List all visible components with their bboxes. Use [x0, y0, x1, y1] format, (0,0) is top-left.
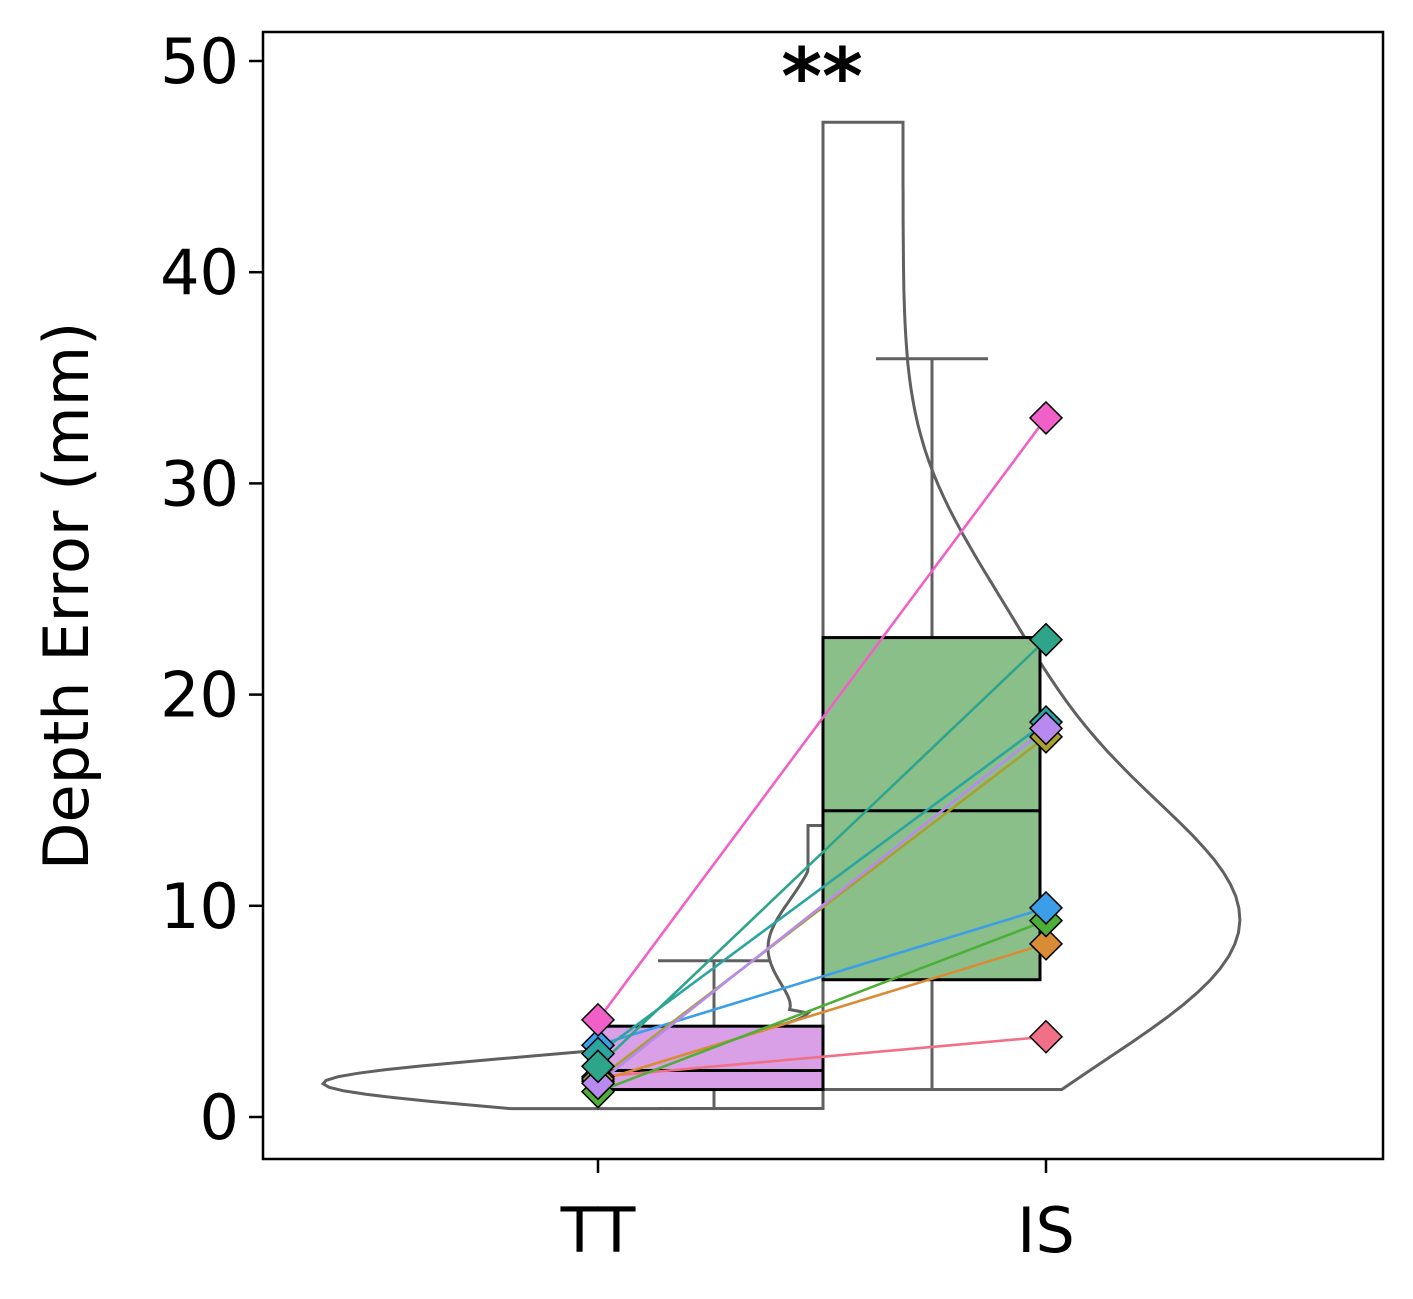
y-axis: 0 10 20 30 40 50 [160, 25, 263, 1154]
point-tt-7 [580, 1049, 616, 1084]
x-tick-label-is: IS [1017, 1194, 1075, 1267]
paired-points [580, 400, 1064, 1109]
y-axis-label: Depth Error (mm) [30, 322, 103, 871]
pair-line-7 [597, 638, 1047, 1068]
is-box [821, 636, 1042, 982]
point-is-8 [1028, 400, 1064, 435]
y-tick-label-0: 0 [200, 1081, 239, 1154]
pair-line-1 [597, 942, 1047, 1083]
pair-line-8 [596, 417, 1048, 1021]
violin-is [821, 120, 1242, 1092]
violin-layer [320, 120, 1242, 1111]
pair-line-6 [597, 727, 1047, 1085]
plot-frame [261, 30, 1385, 1161]
pair-line-5 [597, 721, 1047, 1055]
point-is-6 [1028, 711, 1064, 746]
y-tick-label-4: 40 [160, 236, 239, 309]
x-tick-label-tt: TT [560, 1194, 637, 1267]
box-tt [596, 959, 825, 1111]
y-tick-label-1: 10 [160, 870, 239, 943]
point-tt-8 [580, 1002, 616, 1037]
point-is-3 [1028, 890, 1064, 925]
point-is-7 [1028, 622, 1064, 657]
x-axis: TT IS [560, 1159, 1075, 1267]
y-tick-label-2: 20 [160, 659, 239, 732]
pair-line-2 [597, 919, 1047, 1093]
paired-lines [596, 417, 1048, 1093]
y-tick-label-3: 30 [160, 447, 239, 520]
significance-marker: ** [781, 33, 863, 123]
point-is-1 [1028, 926, 1064, 961]
pair-line-4 [597, 735, 1047, 1081]
point-is-0 [1028, 1019, 1064, 1054]
y-tick-label-5: 50 [160, 25, 239, 98]
pair-line-0 [597, 1035, 1047, 1079]
